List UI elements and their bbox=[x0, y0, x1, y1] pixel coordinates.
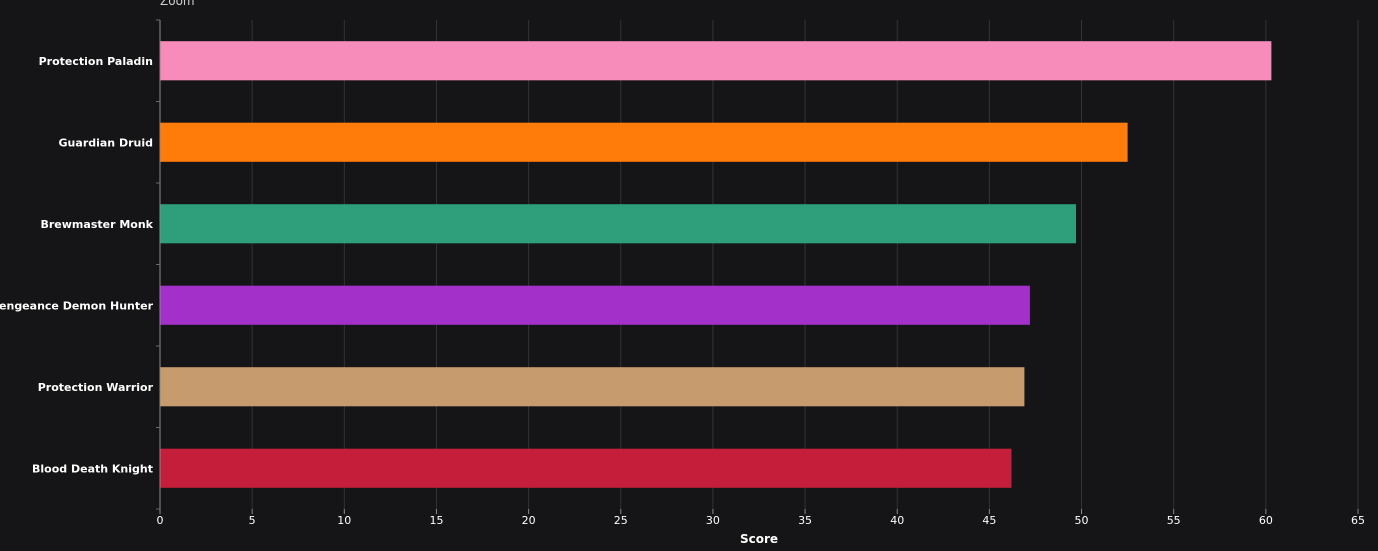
x-tick-label: 5 bbox=[249, 514, 256, 527]
x-tick-label: 45 bbox=[982, 514, 996, 527]
x-tick-label: 35 bbox=[798, 514, 812, 527]
x-tick-label: 50 bbox=[1075, 514, 1089, 527]
axes bbox=[156, 19, 1359, 514]
category-label: Brewmaster Monk bbox=[41, 218, 154, 231]
x-tick-label: 55 bbox=[1167, 514, 1181, 527]
bar-brewmaster-monk[interactable] bbox=[160, 204, 1077, 244]
bars bbox=[160, 41, 1272, 488]
category-label: Blood Death Knight bbox=[32, 462, 153, 475]
x-tick-label: 15 bbox=[429, 514, 443, 527]
x-tick-label: 30 bbox=[706, 514, 720, 527]
category-labels: Protection Paladin Guardian Druid Brewmast… bbox=[0, 55, 154, 476]
zoom-button[interactable]: Zoom bbox=[160, 0, 195, 8]
bar-protection-paladin[interactable] bbox=[160, 41, 1272, 81]
x-tick-label: 20 bbox=[522, 514, 536, 527]
x-tick-label: 10 bbox=[337, 514, 351, 527]
x-axis-title: Score bbox=[740, 532, 778, 546]
x-tick-label: 40 bbox=[890, 514, 904, 527]
x-tick-label: 0 bbox=[157, 514, 164, 527]
x-tick-labels: 0 5 10 15 20 25 30 35 40 45 50 55 60 65 bbox=[157, 514, 1366, 527]
bar-blood-death-knight[interactable] bbox=[160, 448, 1012, 488]
category-label: Protection Paladin bbox=[39, 55, 153, 68]
category-label: Protection Warrior bbox=[38, 381, 154, 394]
x-tick-label: 65 bbox=[1351, 514, 1365, 527]
category-label: Vengeance Demon Hunter bbox=[0, 299, 154, 312]
category-label: Guardian Druid bbox=[59, 136, 153, 149]
bar-vengeance-demon-hunter[interactable] bbox=[160, 285, 1030, 325]
bar-guardian-druid[interactable] bbox=[160, 122, 1128, 162]
bar-protection-warrior[interactable] bbox=[160, 367, 1025, 407]
x-tick-label: 25 bbox=[614, 514, 628, 527]
x-tick-label: 60 bbox=[1259, 514, 1273, 527]
grid-lines bbox=[251, 20, 1359, 509]
